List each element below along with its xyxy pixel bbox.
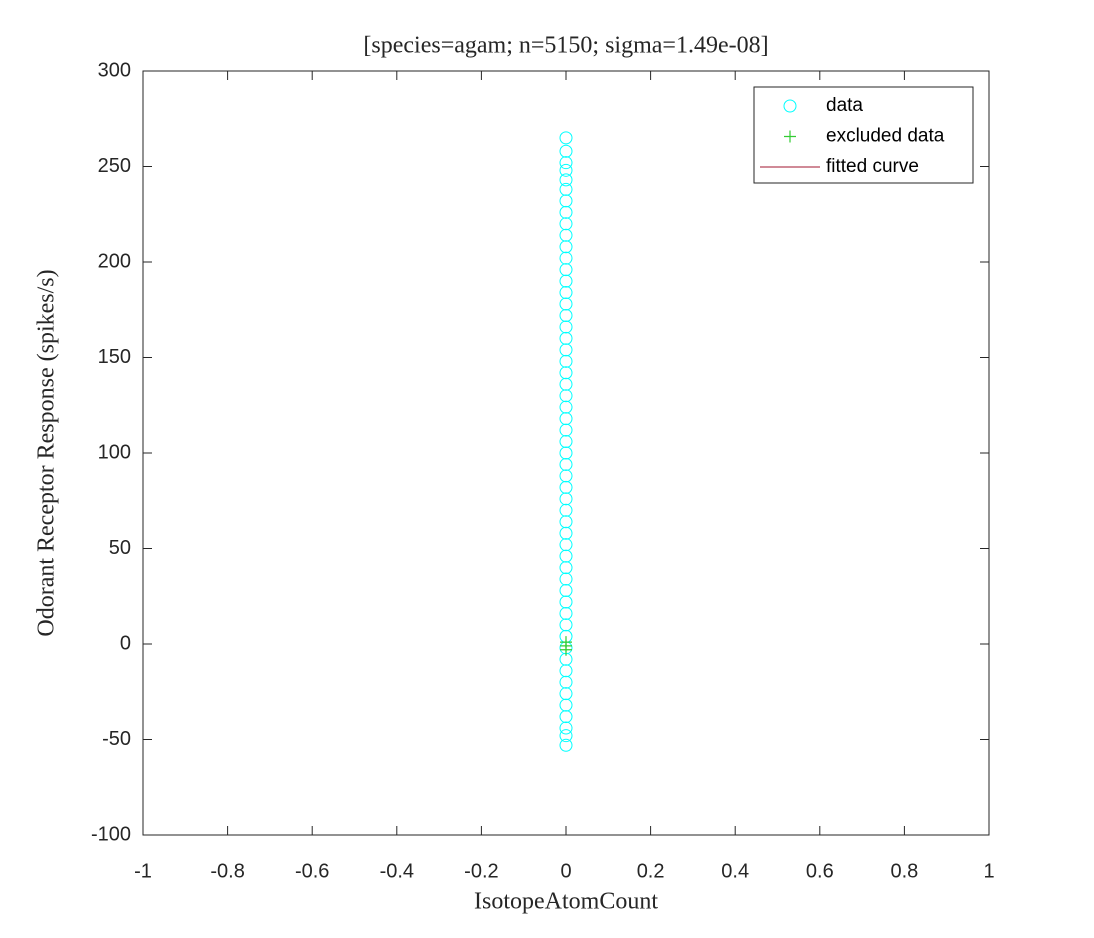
legend-label: fitted curve: [826, 156, 919, 177]
point: [559, 354, 573, 368]
point: [559, 274, 573, 288]
point: [559, 331, 573, 345]
point: [559, 400, 573, 414]
point: [559, 182, 573, 196]
x-tick-label: 1: [983, 860, 994, 882]
y-tick-label: 250: [98, 155, 131, 177]
y-axis-label: Odorant Receptor Response (spikes/s): [34, 269, 60, 636]
legend-label: data: [826, 95, 863, 116]
point: [559, 131, 573, 145]
x-axis-label: IsotopeAtomCount: [474, 889, 658, 915]
legend-marker: [783, 99, 797, 113]
point: [559, 446, 573, 460]
y-tick-label: 50: [109, 537, 131, 559]
point: [559, 515, 573, 529]
x-tick-label: 0.6: [806, 860, 834, 882]
y-tick-label: 200: [98, 250, 131, 272]
point: [559, 595, 573, 609]
y-tick-label: 100: [98, 441, 131, 463]
x-tick-label: -0.2: [464, 860, 498, 882]
point: [559, 538, 573, 552]
point: [559, 205, 573, 219]
point: [559, 144, 573, 158]
point: [560, 643, 572, 656]
point: [559, 675, 573, 689]
point: [559, 492, 573, 506]
point: [559, 710, 573, 724]
point: [559, 584, 573, 598]
point: [559, 572, 573, 586]
point: [559, 308, 573, 322]
legend: data excluded data fitted curve: [753, 86, 974, 184]
x-tick-label: -0.8: [210, 860, 244, 882]
legend-label: excluded data: [826, 126, 945, 147]
x-tick-label: -0.6: [295, 860, 329, 882]
point: [559, 366, 573, 380]
point: [559, 263, 573, 277]
x-tick-label: 0.8: [890, 860, 918, 882]
point: [559, 156, 573, 170]
point: [559, 423, 573, 437]
point: [559, 251, 573, 265]
x-tick-label: -1: [134, 860, 152, 882]
point: [559, 549, 573, 563]
x-tick-label: 0.4: [721, 860, 749, 882]
point: [559, 729, 573, 743]
point: [559, 194, 573, 208]
y-tick-label: 150: [98, 346, 131, 368]
point: [559, 738, 573, 752]
point: [559, 503, 573, 517]
point: [559, 618, 573, 632]
point: [559, 698, 573, 712]
point: [559, 526, 573, 540]
point: [559, 469, 573, 483]
point: [559, 163, 573, 177]
x-tick-label: -0.4: [380, 860, 414, 882]
point: [559, 240, 573, 254]
point: [559, 721, 573, 735]
y-tick-label: -50: [102, 728, 131, 750]
x-tick-label: 0.2: [637, 860, 665, 882]
point: [559, 320, 573, 334]
point: [559, 343, 573, 357]
point: [559, 173, 573, 187]
point: [559, 457, 573, 471]
point: [559, 228, 573, 242]
point: [559, 389, 573, 403]
point: [559, 286, 573, 300]
point: [559, 435, 573, 449]
chart-title: [species=agam; n=5150; sigma=1.49e-08]: [363, 33, 768, 59]
y-tick-label: 300: [98, 59, 131, 81]
point: [559, 377, 573, 391]
y-tick-label: -100: [91, 823, 131, 845]
point: [559, 664, 573, 678]
x-tick-label: 0: [560, 860, 571, 882]
point: [559, 297, 573, 311]
plot-area: [142, 70, 990, 836]
point: [559, 412, 573, 426]
point: [559, 480, 573, 494]
legend-marker: [784, 130, 796, 143]
point: [559, 561, 573, 575]
point: [559, 687, 573, 701]
point: [559, 606, 573, 620]
point: [559, 217, 573, 231]
y-tick-label: 0: [120, 632, 131, 654]
